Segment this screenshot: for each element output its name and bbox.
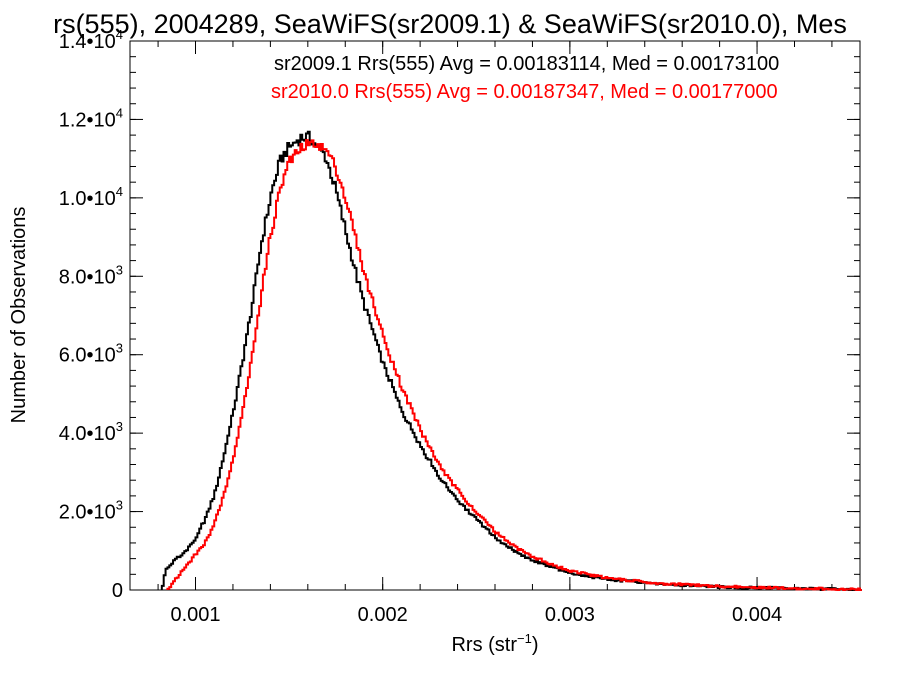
y-tick-label-mantissa: 0 [112,580,123,602]
x-axis-label-sup: −1 [517,631,532,646]
y-tick-label: 1.0•104 [59,184,123,210]
y-tick-label: 2.0•103 [59,498,123,524]
x-axis-label-tail: ) [532,634,539,656]
y-axis-label: Number of Observations [8,207,30,424]
y-tick-label-exponent: 3 [116,262,123,277]
y-tick-label: 0 [112,580,123,602]
series-layer [160,130,862,591]
y-tick-label-exponent: 4 [116,27,123,42]
x-axis-label-main: Rrs (str [451,634,517,656]
histogram-series-1 [166,139,862,591]
y-tick-label-mantissa: 4.0•10 [59,423,116,445]
legend-entry-sr2009: sr2009.1 Rrs(555) Avg = 0.00183114, Med … [274,53,779,75]
x-tick-label: 0.004 [732,604,782,626]
y-tick-label: 6.0•103 [59,341,123,367]
y-tick-label-mantissa: 8.0•10 [59,266,116,288]
plot-frame [129,40,861,591]
y-tick-label-exponent: 4 [116,184,123,199]
histogram-series-0 [160,130,862,591]
y-tick-label-exponent: 3 [116,419,123,434]
x-tick-label: 0.001 [170,604,220,626]
y-tick-label-mantissa: 1.2•10 [59,109,116,131]
y-tick-label: 1.2•104 [59,105,123,131]
y-tick-label: 1.4•104 [59,27,123,53]
y-tick-label-mantissa: 1.4•10 [59,31,116,53]
x-tick-label: 0.002 [358,604,408,626]
legend-entry-sr2010: sr2010.0 Rrs(555) Avg = 0.00187347, Med … [271,81,778,103]
axis-ticks: 0.001 0.002 0.003 0.00402.0•1034.0•1036.0•1… [59,27,860,626]
y-tick-label-mantissa: 6.0•10 [59,345,116,367]
y-tick-label-mantissa: 2.0•10 [59,502,116,524]
chart-title: rs(555), 2004289, SeaWiFS(sr2009.1) & Se… [53,9,847,39]
x-axis-label: Rrs (str−1) [451,631,538,656]
x-tick-label: 0.003 [545,604,595,626]
y-tick-label-exponent: 3 [116,341,123,356]
y-tick-label-mantissa: 1.0•10 [59,188,116,210]
y-tick-label: 8.0•103 [59,262,123,288]
y-tick-label-exponent: 4 [116,105,123,120]
y-tick-label: 4.0•103 [59,419,123,445]
y-tick-label-exponent: 3 [116,498,123,513]
